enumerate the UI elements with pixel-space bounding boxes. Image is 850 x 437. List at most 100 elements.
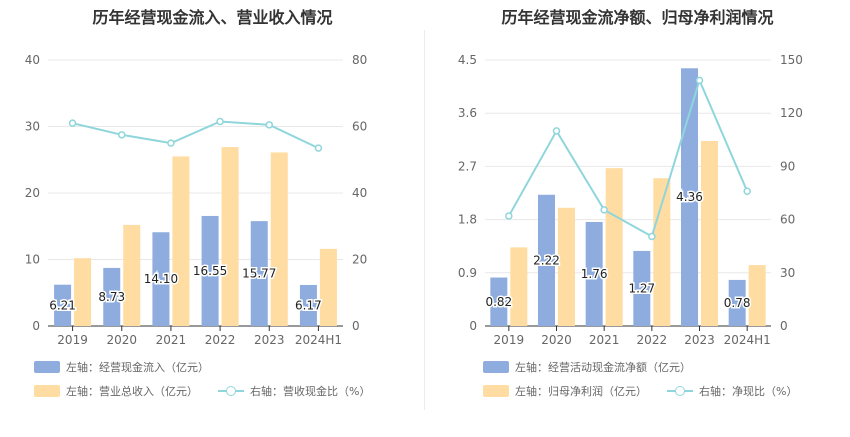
bar-secondary xyxy=(221,147,239,326)
data-label: 16.55 xyxy=(193,264,227,278)
bar-primary xyxy=(538,194,555,326)
legend-item-net-profit[interactable]: 左轴：归母净利润（亿元） xyxy=(483,383,647,399)
x-tick-label: 2019 xyxy=(494,333,525,347)
x-tick-label: 2019 xyxy=(57,333,88,347)
bar-primary xyxy=(490,277,508,326)
y-left-tick-label: 20 xyxy=(25,186,40,200)
bar-primary xyxy=(585,221,603,326)
legend-label: 左轴：营业总收入（亿元） xyxy=(66,385,198,398)
legend-label: 左轴：归母净利润（亿元） xyxy=(515,385,647,398)
bar-primary xyxy=(54,284,72,326)
bar-primary xyxy=(728,279,746,326)
chart-title: 历年经营现金流入、营业收入情况 xyxy=(92,8,333,27)
legend-item-net-cash-flow[interactable]: 左轴：经营活动现金流净额（亿元） xyxy=(483,359,691,375)
bar-primary xyxy=(299,284,317,326)
legend-line-marker-icon xyxy=(667,385,693,397)
chart-panel-right: 历年经营现金流净额、归母净利润情况 0 0 0.9 30 1.8 60 2.7 90 3.6 12… xyxy=(425,0,850,437)
ratio-point xyxy=(118,131,126,139)
ratio-point xyxy=(743,187,751,195)
data-label: 6.17 xyxy=(295,298,322,312)
bar-primary xyxy=(201,215,219,326)
ratio-point xyxy=(648,232,656,241)
legend-swatch-icon xyxy=(483,361,509,373)
data-label: 8.73 xyxy=(98,290,125,304)
x-tick-label: 2023 xyxy=(254,333,285,347)
ratio-point xyxy=(216,117,224,126)
y-left-tick-label: 10 xyxy=(25,253,40,267)
legend-swatch-icon xyxy=(34,385,60,397)
y-right-tick-label: 30 xyxy=(780,266,795,280)
y-right-tick-label: 40 xyxy=(352,186,367,200)
ratio-point xyxy=(505,212,513,220)
bar-secondary xyxy=(605,168,623,326)
y-left-tick-label: 0 xyxy=(469,319,477,333)
ratio-line xyxy=(72,120,319,150)
y-right-tick-label: 120 xyxy=(780,106,803,120)
ratio-point xyxy=(695,76,704,85)
y-right-tick-label: 0 xyxy=(780,319,788,333)
bar-primary xyxy=(103,267,121,326)
ratio-line xyxy=(507,77,749,238)
x-tick-label: 2020 xyxy=(541,333,572,347)
legend-item-revenue[interactable]: 左轴：营业总收入（亿元） xyxy=(34,383,198,399)
bar-secondary xyxy=(270,152,288,326)
data-label: 2.22 xyxy=(533,253,560,267)
bar-primary xyxy=(633,250,651,326)
legend-item-cash-ratio[interactable]: 右轴：营收现金比（%） xyxy=(218,383,370,399)
legend-item-net-cash-ratio[interactable]: 右轴：净现比（%） xyxy=(667,383,797,399)
bar-secondary xyxy=(172,156,190,326)
y-right-tick-label: 60 xyxy=(352,120,367,134)
legend-label: 右轴：营收现金比（%） xyxy=(250,385,371,398)
y-right-tick-label: 20 xyxy=(352,253,367,267)
panel-divider xyxy=(424,30,425,410)
ratio-point xyxy=(600,206,608,214)
data-label: 0.82 xyxy=(485,295,512,309)
legend-swatch-icon xyxy=(483,385,509,397)
y-left-tick-label: 1.8 xyxy=(458,213,477,227)
bar-secondary xyxy=(748,265,766,326)
data-label: 1.76 xyxy=(581,267,608,281)
x-tick-label: 2021 xyxy=(156,333,187,347)
ratio-point xyxy=(314,144,323,152)
y-left-tick-label: 3.6 xyxy=(458,106,477,120)
x-tick-label: 2023 xyxy=(684,333,715,347)
legend-label: 左轴：经营活动现金流净额（亿元） xyxy=(515,361,691,374)
y-right-tick-label: 60 xyxy=(780,213,795,227)
legend-label: 左轴：经营现金流入（亿元） xyxy=(66,361,209,374)
y-left-tick-label: 40 xyxy=(25,53,40,67)
x-tick-label: 2020 xyxy=(106,333,137,347)
chart-panel-left: 历年经营现金流入、营业收入情况 0 0 10 20 20 40 30 60 40 80 2019 20… xyxy=(25,8,371,399)
bar-primary xyxy=(681,68,698,326)
y-right-tick-label: 90 xyxy=(780,159,795,173)
data-label: 0.78 xyxy=(724,296,751,310)
y-right-tick-label: 0 xyxy=(352,319,360,333)
ratio-point xyxy=(265,121,273,129)
y-left-tick-label: 2.7 xyxy=(458,159,477,173)
data-label: 4.36 xyxy=(676,190,703,204)
bar-secondary xyxy=(510,247,528,326)
x-tick-label: 2021 xyxy=(589,333,620,347)
data-label: 15.77 xyxy=(242,267,276,281)
data-label: 14.10 xyxy=(144,272,178,286)
bar-secondary xyxy=(74,258,92,326)
y-right-tick-label: 150 xyxy=(780,53,803,67)
bar-primary xyxy=(152,232,170,326)
legend-line-marker-icon xyxy=(218,385,244,397)
y-left-tick-label: 0 xyxy=(32,319,40,333)
bar-secondary xyxy=(558,207,575,326)
legend-label: 右轴：净现比（%） xyxy=(699,385,798,398)
y-left-tick-label: 30 xyxy=(25,120,40,134)
bar-secondary xyxy=(319,248,337,326)
data-label: 1.27 xyxy=(628,281,655,295)
chart-title: 历年经营现金流净额、归母净利润情况 xyxy=(501,8,774,27)
ratio-point xyxy=(167,139,175,147)
ratio-point xyxy=(68,119,77,127)
y-right-tick-label: 80 xyxy=(352,53,367,67)
chart-canvas: 0 0 0.9 30 1.8 60 2.7 90 3.6 120 4.5 150 2019 2020 202… xyxy=(458,53,803,347)
legend-item-cash-inflow[interactable]: 左轴：经营现金流入（亿元） xyxy=(34,359,209,375)
x-tick-label: 2022 xyxy=(637,333,668,347)
y-left-tick-label: 4.5 xyxy=(458,53,477,67)
bar-primary xyxy=(250,221,268,326)
bar-secondary xyxy=(123,224,141,326)
